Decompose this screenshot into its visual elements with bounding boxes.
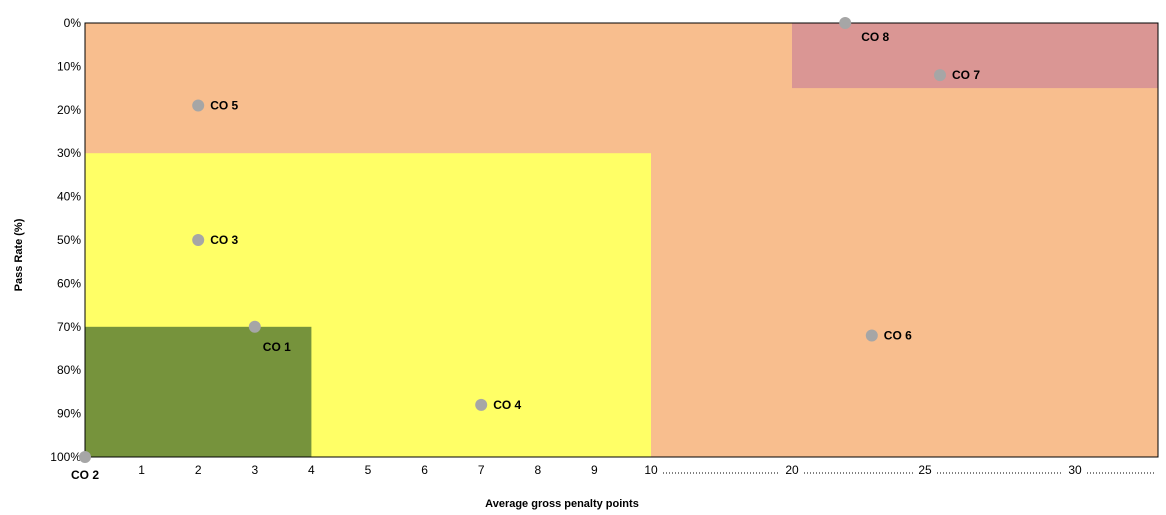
y-tick-label: 80% [57, 363, 81, 377]
point-label: CO 8 [861, 30, 889, 44]
x-tick-label: 5 [365, 463, 372, 477]
y-tick-label: 50% [57, 233, 81, 247]
x-tick-label: 3 [251, 463, 258, 477]
y-tick-label: 60% [57, 276, 81, 290]
data-point [475, 398, 488, 411]
y-axis-title: Pass Rate (%) [13, 218, 25, 291]
point-label: CO 6 [884, 328, 912, 342]
x-tick-label: 6 [421, 463, 428, 477]
x-axis-title: Average gross penalty points [485, 498, 639, 510]
y-tick-label: 30% [57, 146, 81, 160]
point-label: CO 7 [952, 68, 980, 82]
point-label: CO 3 [210, 233, 238, 247]
point-label: CO 4 [493, 398, 521, 412]
x-tick-label: 30 [1068, 463, 1082, 477]
y-tick-label: 90% [57, 407, 81, 421]
data-point [248, 320, 261, 333]
x-tick-label: 7 [478, 463, 485, 477]
data-point [79, 451, 91, 463]
y-tick-label: 20% [57, 103, 81, 117]
zone-red [792, 23, 1158, 89]
y-tick-label: 10% [57, 59, 81, 73]
x-tick-label: 25 [918, 463, 932, 477]
y-tick-label: 100% [50, 450, 81, 464]
x-tick-label: 1 [138, 463, 145, 477]
x-tick-label: 4 [308, 463, 315, 477]
data-point [865, 329, 878, 342]
x-tick-label: 9 [591, 463, 598, 477]
x-tick-label: 8 [534, 463, 541, 477]
x-tick-label: 20 [785, 463, 799, 477]
data-point [839, 17, 852, 29]
y-tick-label: 0% [64, 16, 82, 30]
data-point [192, 234, 205, 246]
point-label: CO 2 [71, 468, 99, 482]
point-label: CO 1 [263, 340, 291, 354]
x-tick-label: 10 [644, 463, 658, 477]
zone-green [85, 326, 312, 457]
data-point [192, 99, 205, 112]
y-tick-label: 40% [57, 190, 81, 204]
x-tick-label: 2 [195, 463, 202, 477]
plot-border [84, 22, 1159, 458]
data-point [934, 69, 946, 82]
point-label: CO 5 [210, 98, 238, 112]
y-tick-label: 70% [57, 320, 81, 334]
